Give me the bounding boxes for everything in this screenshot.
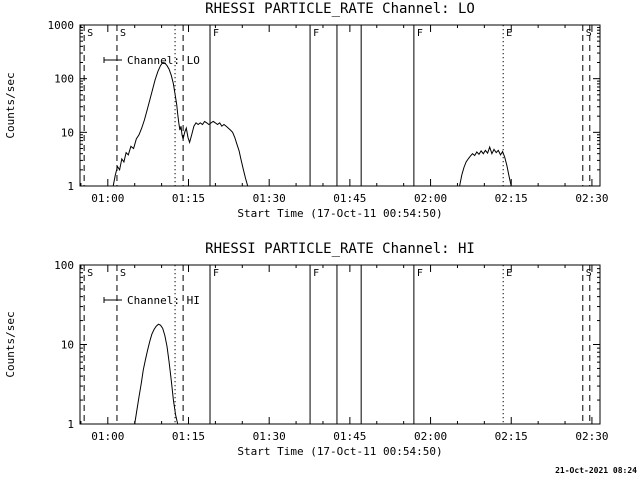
event-flag-label: F — [417, 28, 423, 39]
event-flag-label: F — [417, 268, 423, 279]
event-flag-label: F — [213, 28, 219, 39]
panel-title: RHESSI PARTICLE_RATE Channel: HI — [205, 241, 475, 257]
x-tick-label: 01:00 — [91, 430, 124, 443]
series-line — [134, 323, 179, 424]
x-tick-label: 01:30 — [253, 430, 286, 443]
x-tick-label: 01:45 — [333, 430, 366, 443]
x-tick-label: 02:15 — [495, 192, 528, 205]
event-flag-label: E — [506, 28, 512, 39]
event-flag-label: S — [120, 28, 126, 39]
y-tick-label: 1 — [67, 180, 74, 193]
x-tick-label: 02:00 — [414, 430, 447, 443]
y-tick-label: 100 — [54, 259, 74, 272]
y-tick-label: 100 — [54, 73, 74, 86]
legend: Channel: HI — [103, 294, 200, 307]
x-tick-label: 01:30 — [253, 192, 286, 205]
event-flag-label: S — [87, 28, 93, 39]
legend: Channel: LO — [103, 54, 200, 67]
panel-1: S S F F F E S 01:00 01:15 01:30 01:45 02:00 02:15 02:… — [4, 241, 608, 458]
event-flag-label: S — [87, 268, 93, 279]
event-flag-label: F — [213, 268, 219, 279]
y-axis-label: Counts/sec — [4, 311, 17, 377]
panel-title: RHESSI PARTICLE_RATE Channel: LO — [205, 1, 475, 17]
event-flag-label: S — [586, 268, 592, 279]
x-tick-label: 01:00 — [91, 192, 124, 205]
x-axis-label: Start Time (17-Oct-11 00:54:50) — [237, 207, 442, 220]
event-flag-label: F — [313, 268, 319, 279]
x-tick-label: 02:00 — [414, 192, 447, 205]
event-flag-label: F — [313, 28, 319, 39]
y-ticks: 1 10 100 — [54, 259, 600, 431]
axes-frame — [79, 264, 601, 425]
x-ticks: 01:00 01:15 01:30 01:45 02:00 02:15 02:30 — [80, 265, 608, 443]
y-ticks: 1 10 100 1000 — [48, 19, 600, 193]
x-tick-label: 01:15 — [172, 430, 205, 443]
x-axis-label: Start Time (17-Oct-11 00:54:50) — [237, 445, 442, 458]
x-ticks: 01:00 01:15 01:30 01:45 02:00 02:15 02:30 — [80, 25, 608, 205]
event-flag-label: S — [120, 268, 126, 279]
plot-timestamp: 21-Oct-2021 08:24 — [555, 466, 637, 475]
y-tick-label: 10 — [61, 339, 74, 352]
x-tick-label: 01:15 — [172, 192, 205, 205]
event-flag-label: S — [586, 28, 592, 39]
y-axis-label: Counts/sec — [4, 72, 17, 138]
event-flag-label: E — [506, 268, 512, 279]
series-line — [112, 61, 512, 186]
legend-label: Channel: HI — [127, 294, 200, 307]
x-tick-label: 01:45 — [333, 192, 366, 205]
x-tick-label: 02:30 — [575, 430, 608, 443]
x-tick-label: 02:15 — [495, 430, 528, 443]
y-tick-label: 1000 — [48, 19, 75, 32]
axes-frame — [79, 24, 601, 187]
panel-0: S S F F F E S 01:00 01:15 01:30 01:45 02:00 02:15 02:… — [4, 1, 608, 220]
x-tick-label: 02:30 — [575, 192, 608, 205]
y-tick-label: 10 — [61, 126, 74, 139]
y-tick-label: 1 — [67, 418, 74, 431]
legend-label: Channel: LO — [127, 54, 200, 67]
